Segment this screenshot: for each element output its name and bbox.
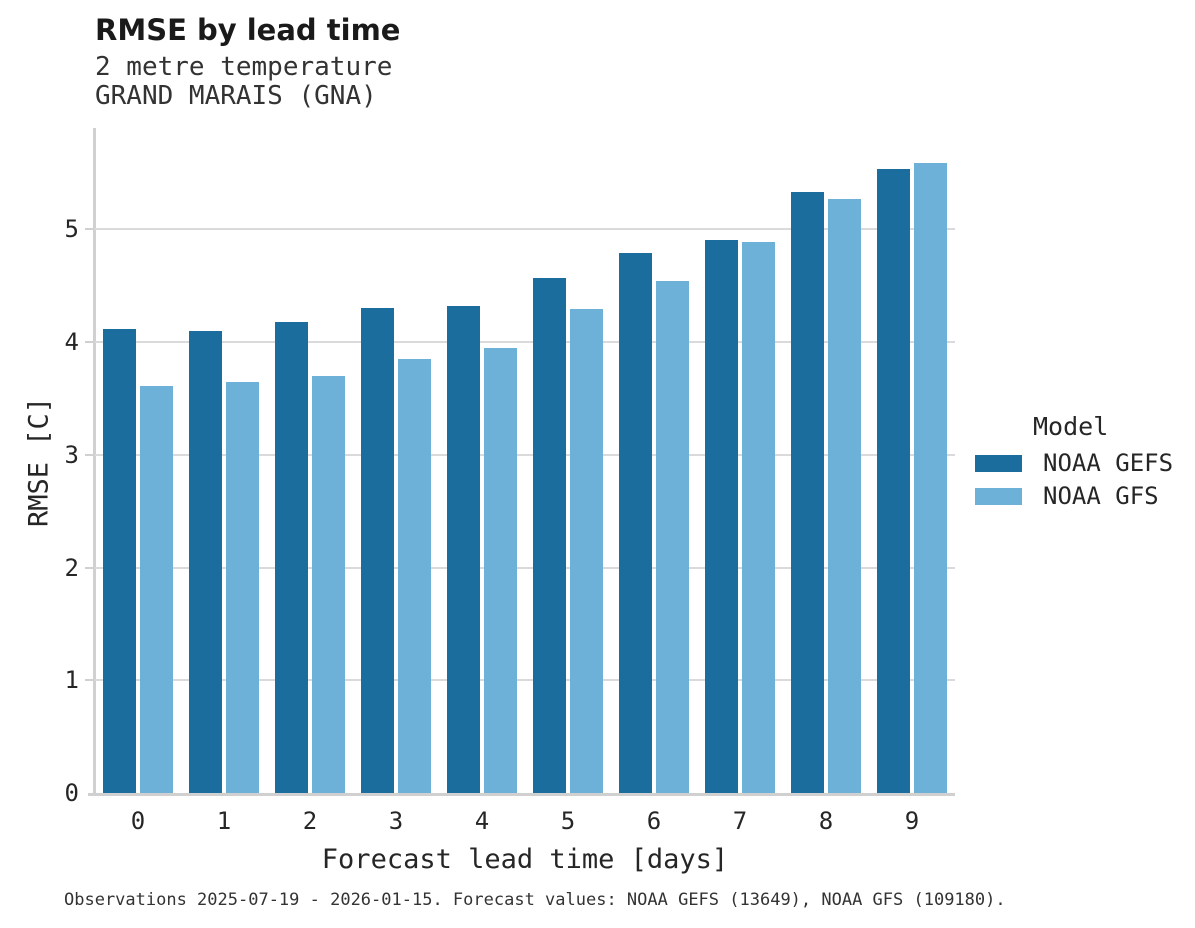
legend-item-noaa-gefs: NOAA GEFS <box>975 448 1173 478</box>
legend-label-noaa-gefs: NOAA GEFS <box>1043 449 1174 477</box>
x-tick-label-0: 0 <box>130 807 146 835</box>
gridline-y-3 <box>95 453 955 456</box>
bar-noaa-gfs-day-9 <box>914 162 947 793</box>
bars-container <box>95 128 955 793</box>
chart-subtitle-variable: 2 metre temperature <box>95 52 393 82</box>
bar-noaa-gfs-day-2 <box>312 375 345 793</box>
y-tick-mark-5 <box>85 228 93 231</box>
bar-group-day-4 <box>439 128 525 793</box>
bar-group-day-1 <box>181 128 267 793</box>
x-tick-label-1: 1 <box>216 807 232 835</box>
legend-swatch-noaa-gfs <box>975 487 1022 505</box>
bar-noaa-gefs-day-5 <box>533 277 566 793</box>
gridline-y-5 <box>95 228 955 231</box>
plot-area: 0 1 2 3 4 5 6 7 8 9 0 1 2 3 4 5 <box>65 128 955 835</box>
bar-group-day-0 <box>95 128 181 793</box>
x-tick-label-4: 4 <box>474 807 490 835</box>
bar-noaa-gefs-day-2 <box>275 321 308 793</box>
bar-noaa-gefs-day-3 <box>361 308 394 793</box>
bar-noaa-gefs-day-0 <box>103 328 136 793</box>
x-tick-label-9: 9 <box>904 807 920 835</box>
bar-noaa-gfs-day-1 <box>226 381 259 793</box>
caption: Observations 2025-07-19 - 2026-01-15. Fo… <box>64 890 1006 910</box>
legend-title: Model <box>1033 412 1109 441</box>
y-tick-mark-1 <box>85 679 93 682</box>
y-tick-label-1: 1 <box>64 666 79 695</box>
x-axis-title: Forecast lead time [days] <box>321 844 729 875</box>
bar-noaa-gfs-day-5 <box>570 309 603 793</box>
bar-group-day-9 <box>869 128 955 793</box>
bar-group-day-3 <box>353 128 439 793</box>
y-tick-label-4: 4 <box>64 328 79 357</box>
bar-group-day-6 <box>611 128 697 793</box>
bar-noaa-gfs-day-6 <box>656 281 689 793</box>
legend-label-noaa-gfs: NOAA GFS <box>1043 482 1159 510</box>
bar-group-day-7 <box>697 128 783 793</box>
chart-subtitle-station: GRAND MARAIS (GNA) <box>95 81 377 111</box>
bar-noaa-gfs-day-4 <box>484 347 517 793</box>
bar-group-day-5 <box>525 128 611 793</box>
legend-items: NOAA GEFS NOAA GFS <box>975 448 1173 511</box>
chart-title: RMSE by lead time <box>95 13 401 47</box>
x-tick-label-6: 6 <box>646 807 662 835</box>
y-tick-label-0: 0 <box>64 779 79 807</box>
legend-swatch-noaa-gefs <box>975 454 1022 472</box>
bar-noaa-gefs-day-9 <box>877 168 910 793</box>
bar-noaa-gfs-day-0 <box>140 386 173 793</box>
bar-noaa-gefs-day-6 <box>619 253 652 793</box>
y-tick-mark-4 <box>85 341 93 344</box>
x-tick-label-3: 3 <box>388 807 404 835</box>
bar-noaa-gefs-day-8 <box>791 192 824 793</box>
bar-group-day-2 <box>267 128 353 793</box>
y-tick-label-3: 3 <box>64 440 79 469</box>
y-tick-mark-3 <box>85 453 93 456</box>
bar-noaa-gfs-day-8 <box>828 199 861 793</box>
bar-group-day-8 <box>783 128 869 793</box>
x-tick-label-5: 5 <box>560 807 576 835</box>
bar-noaa-gefs-day-7 <box>705 239 738 793</box>
y-tick-label-2: 2 <box>64 553 79 582</box>
y-axis-line <box>93 128 96 796</box>
gridline-y-2 <box>95 566 955 569</box>
bar-noaa-gfs-day-7 <box>742 241 775 793</box>
y-tick-mark-2 <box>85 566 93 569</box>
gridline-y-1 <box>95 679 955 682</box>
y-tick-label-5: 5 <box>64 215 79 244</box>
x-tick-labels: 0 1 2 3 4 5 6 7 8 9 <box>95 806 955 836</box>
legend: Model NOAA GEFS NOAA GFS <box>975 412 1173 514</box>
bar-noaa-gfs-day-3 <box>398 359 431 793</box>
chart-header: RMSE by lead time 2 metre temperature GR… <box>95 14 400 111</box>
legend-item-noaa-gfs: NOAA GFS <box>975 481 1173 511</box>
x-tick-label-7: 7 <box>732 807 748 835</box>
x-axis-line <box>88 793 955 796</box>
bar-noaa-gefs-day-1 <box>189 330 222 793</box>
x-tick-label-2: 2 <box>302 807 318 835</box>
gridline-y-4 <box>95 341 955 344</box>
x-tick-label-8: 8 <box>818 807 834 835</box>
bar-noaa-gefs-day-4 <box>447 306 480 793</box>
